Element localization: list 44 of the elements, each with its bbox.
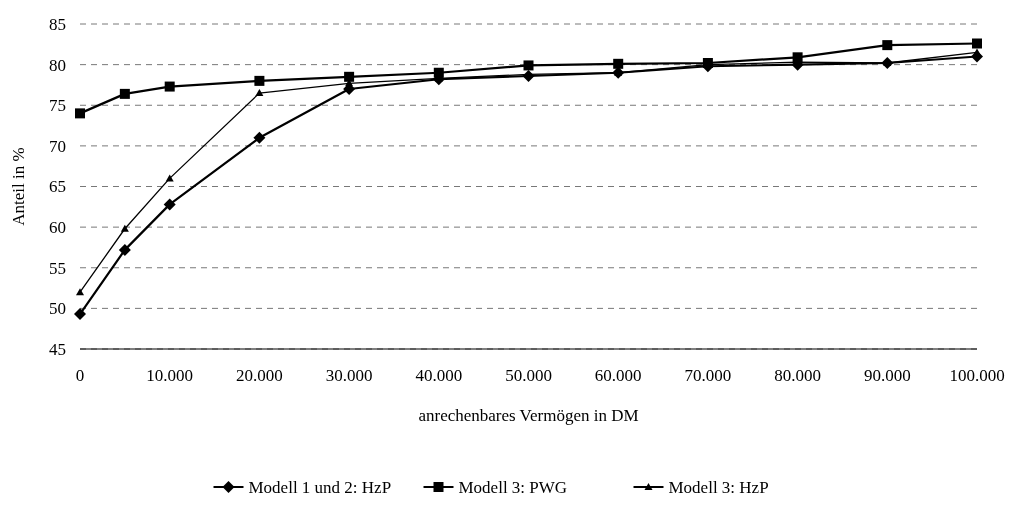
point	[118, 243, 131, 256]
y-tick-label: 70	[49, 136, 66, 156]
point	[255, 89, 264, 97]
point	[882, 40, 893, 51]
y-tick-label: 60	[49, 218, 66, 238]
point	[792, 52, 803, 63]
x-axis-title: anrechenbares Vermögen in DM	[418, 406, 639, 425]
x-tick-label: 60.000	[594, 366, 642, 385]
legend-label: Modell 1 und 2: HzP	[248, 477, 392, 497]
point	[972, 38, 982, 49]
y-tick-label: 50	[49, 299, 66, 319]
point	[164, 81, 175, 92]
point	[613, 58, 624, 69]
y-tick-label: 85	[49, 14, 66, 34]
x-tick-label: 10.000	[146, 366, 194, 385]
x-tick-label: 100.000	[949, 366, 1005, 385]
x-tick-label: 90.000	[863, 366, 911, 385]
point	[163, 198, 176, 211]
point	[120, 224, 129, 232]
point	[74, 308, 86, 321]
legend-label: Modell 3: PWG	[458, 477, 568, 497]
x-tick-label: 70.000	[684, 366, 732, 385]
point	[522, 70, 535, 82]
point	[76, 288, 84, 296]
x-tick-label: 80.000	[774, 366, 821, 385]
point	[119, 88, 130, 99]
point	[75, 108, 85, 119]
x-tick-label: 30.000	[325, 366, 373, 385]
y-tick-label: 65	[49, 177, 66, 197]
point	[254, 75, 265, 86]
point	[344, 71, 355, 82]
x-tick-label: 40.000	[415, 366, 463, 385]
x-tick-label: 50.000	[505, 366, 552, 385]
y-tick-label: 45	[49, 339, 66, 359]
point	[253, 131, 266, 144]
y-axis-title: Anteil in %	[9, 147, 28, 226]
point	[971, 50, 983, 63]
x-tick-label: 20.000	[236, 366, 283, 385]
y-tick-label: 75	[49, 96, 66, 116]
y-tick-label: 80	[49, 55, 66, 75]
legend-label: Modell 3: HzP	[668, 477, 769, 497]
point	[523, 60, 534, 71]
x-tick-label: 0	[75, 366, 85, 385]
y-tick-label: 55	[49, 258, 66, 278]
